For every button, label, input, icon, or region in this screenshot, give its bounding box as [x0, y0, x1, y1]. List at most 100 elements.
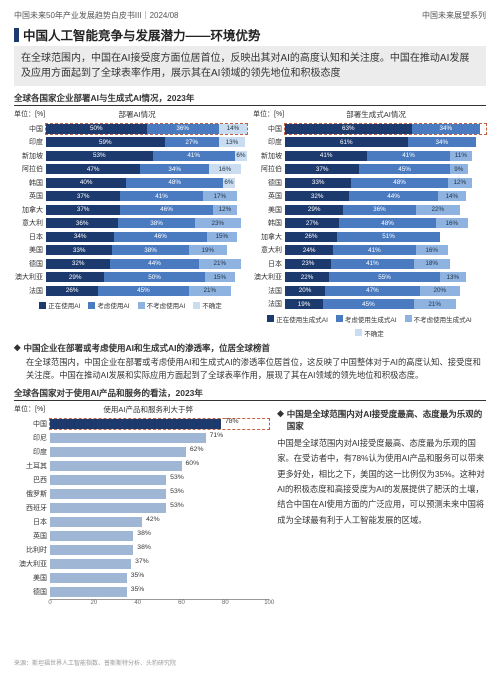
bar-row: 德国33%48%12%	[253, 176, 486, 189]
chart-title: 使用AI产品和服务利大于弊	[45, 404, 251, 415]
bar-row: 德国32%44%21%	[14, 257, 247, 270]
bar-segment: 26%	[285, 232, 337, 242]
chart3-col: 单位：[%]使用AI产品和服务利大于弊中国78%印尼71%印度62%土耳其60%…	[14, 404, 269, 607]
header-right: 中国未来展望系列	[422, 10, 486, 21]
bar-stack: 32%44%21%	[46, 259, 247, 269]
legend-label: 正在使用AI	[48, 300, 80, 310]
bar-label: 印度	[253, 137, 285, 147]
bullet2-title: 中国是全球范围内对AI接受度最高、态度最为乐观的国家	[287, 408, 486, 432]
bar-segment: 63%	[285, 124, 412, 134]
bar-row: 法国20%47%20%	[253, 284, 486, 297]
bar-segment: 32%	[285, 191, 349, 201]
axis-tick: 80	[222, 600, 229, 606]
bar-stack: 37%45%9%	[285, 164, 486, 174]
bar-segment: 23%	[195, 218, 241, 228]
bar-segment: 26%	[46, 286, 98, 296]
bar-label: 新加坡	[253, 151, 285, 161]
axis-tick: 20	[90, 600, 97, 606]
bar-segment: 41%	[367, 151, 449, 161]
legend-swatch	[138, 302, 145, 309]
bar-label: 加拿大	[253, 232, 285, 242]
bar-segment: 38%	[112, 245, 188, 255]
hbar	[50, 475, 166, 485]
hbar-row: 中国78%	[14, 417, 269, 431]
legend-item: 不确定	[193, 300, 222, 310]
unit-label: 单位：[%]	[253, 109, 284, 120]
hbar-row: 德国35%	[14, 585, 269, 599]
bar-stack: 33%38%19%	[46, 245, 247, 255]
legend: 正在使用生成式AI考虑使用生成式AI不考虑使用生成式AI不确定	[253, 314, 486, 338]
hbar	[50, 433, 206, 443]
bar-segment: 59%	[46, 137, 165, 147]
hbar-label: 德国	[14, 587, 50, 597]
bar-segment: 41%	[333, 245, 415, 255]
bar-segment: 37%	[46, 191, 120, 201]
chart-deploy-genai: 单位：[%]部署生成式AI情况中国63%34%印度61%34%新加坡41%41%…	[253, 109, 486, 338]
legend-swatch	[88, 302, 95, 309]
legend-swatch	[405, 315, 412, 322]
hbar	[50, 461, 182, 471]
subtitle-box: 在全球范围内，中国在AI接受度方面位居首位，反映出其对AI的高度认知和关注度。中…	[14, 46, 486, 86]
bar-segment: 33%	[285, 178, 351, 188]
bar-segment: 44%	[110, 259, 198, 269]
bar-segment: 40%	[46, 178, 126, 188]
bar-segment: 27%	[285, 218, 339, 228]
bar-row: 法国19%45%21%	[253, 298, 486, 311]
bar-segment: 27%	[165, 137, 219, 147]
legend-label: 考虑使用AI	[97, 300, 129, 310]
legend-item: 不考虑使用AI	[138, 300, 186, 310]
bullet1-title-line: ◆ 中国企业在部署或考虑使用AI和生成式AI的渗透率，位居全球榜首	[14, 342, 486, 354]
bar-segment: 14%	[438, 191, 466, 201]
bar-segment: 50%	[46, 124, 147, 134]
hbar-area: 53%	[50, 489, 269, 499]
x-axis: 020406080100	[50, 599, 269, 607]
bar-segment: 33%	[46, 245, 112, 255]
bar-row: 美国33%38%19%	[14, 244, 247, 257]
bar-segment: 36%	[147, 124, 219, 134]
bullet-icon: ◆	[277, 408, 284, 432]
bar-segment: 51%	[337, 232, 440, 242]
bar-segment: 61%	[285, 137, 408, 147]
bullet-icon: ◆	[14, 342, 21, 354]
bullet1-title: 中国企业在部署或考虑使用AI和生成式AI的渗透率，位居全球榜首	[24, 342, 271, 354]
bar-stack: 59%27%13%	[46, 137, 247, 147]
hbar-row: 印度62%	[14, 445, 269, 459]
hbar-area: 62%	[50, 447, 269, 457]
legend-swatch	[336, 315, 343, 322]
bar-segment: 20%	[420, 286, 460, 296]
hbar-label: 英国	[14, 531, 50, 541]
hbar-row: 土耳其60%	[14, 459, 269, 473]
hbar	[50, 447, 186, 457]
hbar-row: 日本42%	[14, 515, 269, 529]
legend-label: 不确定	[202, 300, 222, 310]
bar-segment: 21%	[199, 259, 241, 269]
hbar-area: 53%	[50, 503, 269, 513]
bar-segment: 17%	[203, 191, 237, 201]
bar-segment: 22%	[285, 272, 329, 282]
bar-stack: 36%38%23%	[46, 218, 247, 228]
legend-item: 正在使用生成式AI	[267, 314, 328, 324]
bar-stack: 53%41%6%	[46, 151, 247, 161]
bar-segment: 6%	[223, 178, 235, 188]
bar-stack: 26%51%	[285, 232, 486, 242]
legend: 正在使用AI 考虑使用AI 不考虑使用AI 不确定	[14, 300, 247, 310]
bar-row: 日本23%41%18%	[253, 257, 486, 270]
hbar-label: 巴西	[14, 475, 50, 485]
bar-stack: 32%44%14%	[285, 191, 486, 201]
bar-row: 意大利36%38%23%	[14, 217, 247, 230]
hbar-value: 38%	[137, 530, 151, 537]
bar-stack: 20%47%20%	[285, 286, 486, 296]
bar-segment: 16%	[436, 218, 468, 228]
bar-label: 法国	[253, 286, 285, 296]
bar-segment: 41%	[331, 259, 413, 269]
bullet2-body: 中国是全球范围内对AI接受度最高、态度最为乐观的国家。在受访者中，有78%认为使…	[277, 436, 486, 528]
title-block: 中国人工智能竞争与发展潜力——环境优势	[14, 25, 486, 44]
bar-label: 澳大利亚	[14, 272, 46, 282]
hbar-area: 35%	[50, 587, 269, 597]
hbar-value: 35%	[131, 572, 145, 579]
hbar-area: 60%	[50, 461, 269, 471]
bar-label: 加拿大	[14, 205, 46, 215]
legend-swatch	[267, 315, 274, 322]
bar-label: 日本	[14, 232, 46, 242]
bar-row: 新加坡53%41%6%	[14, 149, 247, 162]
